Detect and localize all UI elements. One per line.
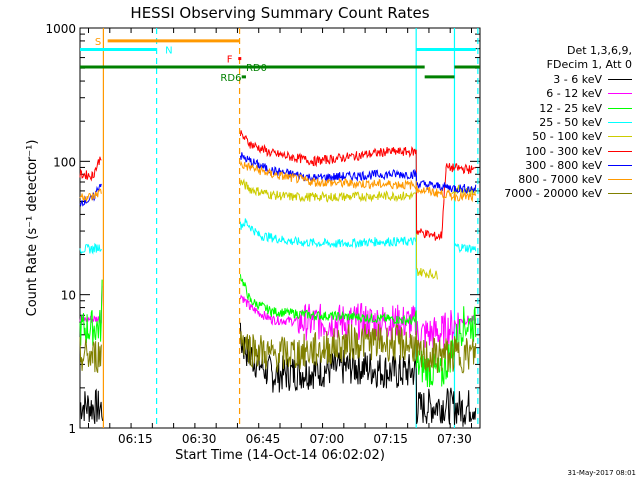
footer-timestamp: 31-May-2017 08:01 <box>567 469 636 477</box>
legend-swatch <box>608 93 632 95</box>
state-label-f: F <box>227 55 233 66</box>
legend-swatch <box>608 79 632 80</box>
legend-label: 6 - 12 keV <box>546 87 602 101</box>
legend-entry: 7000 - 20000 keV <box>504 187 632 200</box>
legend-entry: 300 - 800 keV <box>525 159 632 172</box>
x-tick-label: 06:15 <box>118 432 153 446</box>
legend-label: 300 - 800 keV <box>525 158 602 172</box>
state-label-rd6: RD6 <box>220 73 241 84</box>
legend-label: 800 - 7000 keV <box>518 173 602 187</box>
y-tick-label: 10 <box>61 289 76 303</box>
state-label-n: N <box>165 45 172 56</box>
y-tick-label: 1 <box>68 422 76 436</box>
plot-frame <box>79 27 481 429</box>
chart-title: HESSI Observing Summary Count Rates <box>130 4 429 22</box>
legend-entry: 25 - 50 keV <box>539 116 632 129</box>
legend-swatch <box>608 179 632 181</box>
y-tick-label: 1000 <box>45 22 76 36</box>
x-axis-label: Start Time (14-Oct-14 06:02:02) <box>175 448 385 463</box>
legend-entry: 12 - 25 keV <box>539 102 632 115</box>
series-line-3 <box>79 218 477 255</box>
legend-swatch <box>608 150 632 152</box>
x-tick-label: 07:30 <box>437 432 472 446</box>
legend-entry: 100 - 300 keV <box>525 145 632 158</box>
legend-label: 7000 - 20000 keV <box>504 187 602 201</box>
legend-swatch <box>608 121 632 123</box>
state-label-s: S <box>95 37 101 48</box>
legend-entry: 6 - 12 keV <box>546 87 632 100</box>
legend-label: 100 - 300 keV <box>525 144 602 158</box>
legend-label: 12 - 25 keV <box>539 101 602 115</box>
legend-entry: 50 - 100 keV <box>532 130 632 143</box>
legend-swatch <box>608 193 632 195</box>
detector-header-line-1: Det 1,3,6,9, <box>566 44 632 57</box>
series-line-2 <box>79 274 477 388</box>
series-line-5 <box>79 130 476 241</box>
state-label-rd0: RD0 <box>246 63 267 74</box>
detector-header-line-2: FDecim 1, Att 0 <box>546 58 632 71</box>
x-tick-label: 07:15 <box>373 432 408 446</box>
series-line-7 <box>79 160 477 203</box>
legend-label: 25 - 50 keV <box>539 115 602 129</box>
x-tick-label: 07:00 <box>310 432 345 446</box>
legend-entry: 800 - 7000 keV <box>518 173 632 186</box>
legend-entry: 3 - 6 keV <box>553 73 632 86</box>
x-tick-label: 06:30 <box>182 432 217 446</box>
x-tick-label: 06:45 <box>246 432 281 446</box>
y-tick-label: 100 <box>53 155 76 169</box>
legend-swatch <box>608 164 632 166</box>
y-axis-label: Count Rate (s⁻¹ detector⁻¹) <box>25 140 40 317</box>
legend-swatch <box>608 107 632 109</box>
legend-label: 50 - 100 keV <box>532 130 602 144</box>
series-line-8 <box>79 323 477 374</box>
legend-label: 3 - 6 keV <box>553 73 602 86</box>
series-line-4 <box>239 178 477 280</box>
legend-swatch <box>608 136 632 138</box>
series-line-0 <box>79 322 477 427</box>
